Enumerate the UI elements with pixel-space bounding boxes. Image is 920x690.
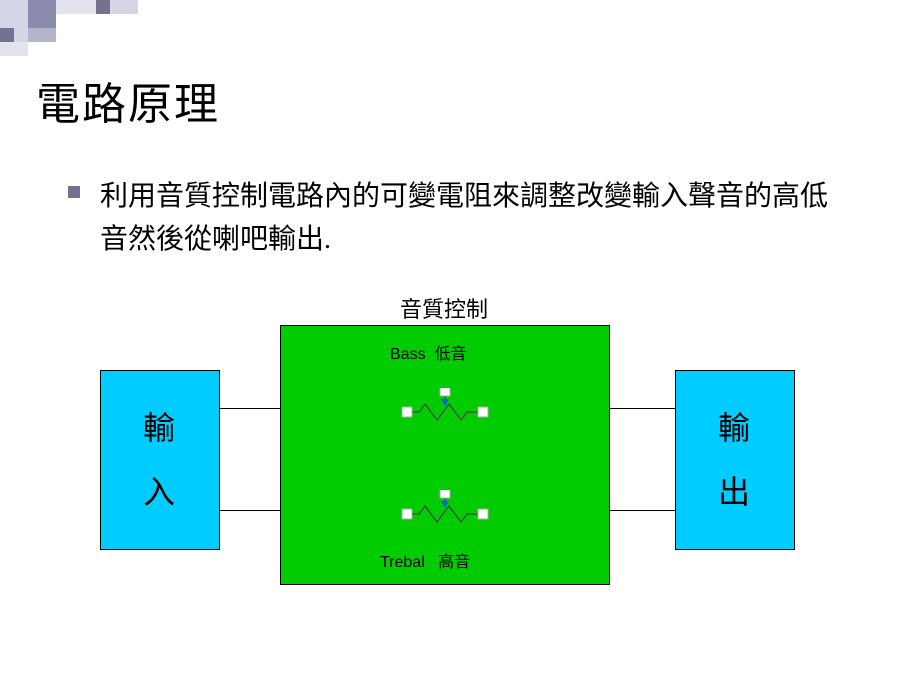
wire bbox=[610, 408, 675, 409]
potentiometer-treble bbox=[395, 490, 495, 520]
wire bbox=[610, 510, 675, 511]
output-block: 輸 出 bbox=[675, 370, 795, 550]
input-block: 輸 入 bbox=[100, 370, 220, 550]
output-label-2: 出 bbox=[718, 460, 752, 524]
treble-label: Trebal 高音 bbox=[380, 548, 470, 572]
input-label-1: 輸 bbox=[143, 396, 177, 460]
bass-label-zh: 低音 bbox=[434, 346, 466, 363]
bass-label-en: Bass bbox=[390, 346, 426, 363]
wire bbox=[220, 408, 280, 409]
bass-label: Bass 低音 bbox=[390, 340, 466, 364]
wire bbox=[220, 510, 280, 511]
input-label-2: 入 bbox=[143, 460, 177, 524]
tone-control-block bbox=[280, 325, 610, 585]
center-block-title: 音質控制 bbox=[400, 292, 488, 324]
treble-label-zh: 高音 bbox=[438, 554, 470, 571]
circuit-diagram: 音質控制 輸 入 輸 出 Bass 低音 Trebal 高音 bbox=[0, 0, 920, 690]
potentiometer-bass bbox=[395, 388, 495, 418]
output-label-1: 輸 bbox=[718, 396, 752, 460]
treble-label-en: Trebal bbox=[380, 554, 425, 571]
